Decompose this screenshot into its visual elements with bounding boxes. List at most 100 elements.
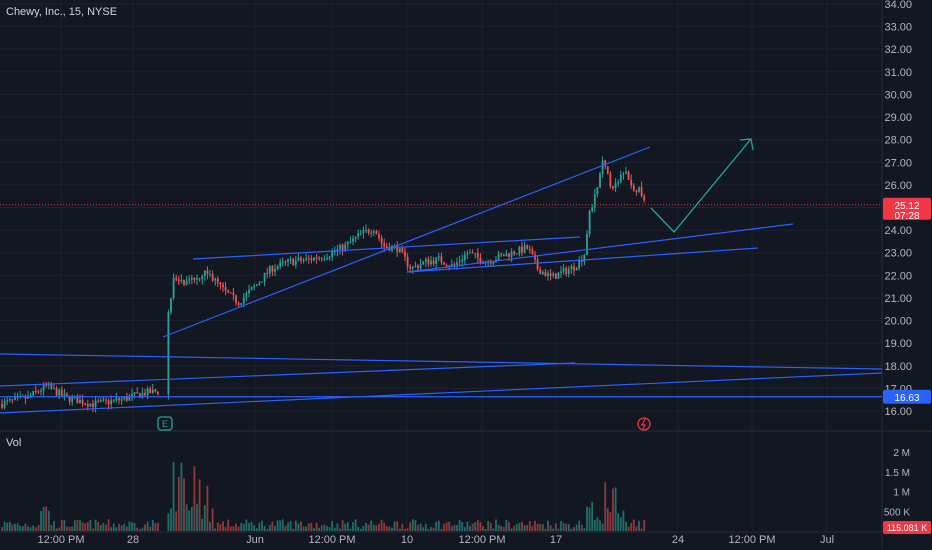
lightning-icon[interactable] bbox=[637, 417, 651, 431]
volume-bar bbox=[177, 477, 180, 531]
candle-body bbox=[149, 388, 152, 394]
candle-body bbox=[188, 279, 191, 281]
candle-body bbox=[180, 279, 183, 282]
candle-body bbox=[362, 230, 365, 234]
volume-bar bbox=[14, 523, 16, 531]
volume-bar bbox=[60, 519, 63, 531]
volume-bar bbox=[489, 522, 492, 531]
symbol-title[interactable]: Chewy, Inc., 15, NYSE bbox=[6, 6, 118, 18]
level-price-value: 16.63 bbox=[894, 393, 919, 404]
volume-bar bbox=[263, 525, 266, 531]
volume-bar bbox=[580, 524, 583, 531]
price-tick-label: 19.00 bbox=[884, 338, 912, 350]
volume-bar bbox=[344, 523, 347, 531]
volume-bar bbox=[450, 526, 453, 531]
volume-bar bbox=[638, 520, 640, 531]
volume-bar bbox=[445, 522, 448, 531]
candle-body bbox=[157, 391, 159, 394]
trend-line[interactable] bbox=[0, 362, 576, 387]
volume-bar bbox=[250, 521, 253, 531]
volume-bar bbox=[167, 513, 170, 531]
trend-line[interactable] bbox=[192, 236, 581, 260]
volume-bar bbox=[276, 520, 279, 531]
candle-body bbox=[528, 248, 531, 250]
candle-body bbox=[401, 248, 404, 252]
volume-bar bbox=[593, 519, 596, 531]
candle-body bbox=[570, 266, 573, 270]
time-tick-label: 12:00 PM bbox=[37, 534, 84, 546]
volume-bar bbox=[123, 523, 126, 531]
trendline-drawings[interactable] bbox=[0, 138, 883, 414]
volume-bar bbox=[619, 517, 622, 531]
candle-body bbox=[505, 253, 508, 257]
candle-body bbox=[326, 258, 328, 260]
candle-body bbox=[289, 259, 292, 261]
candle-body bbox=[302, 259, 305, 261]
candle-body bbox=[547, 273, 549, 277]
volume-bar bbox=[310, 522, 313, 531]
volume-bar bbox=[94, 519, 97, 531]
candle-body bbox=[185, 280, 188, 285]
volume-bar bbox=[328, 527, 331, 531]
candle-body bbox=[453, 264, 456, 266]
candle-body bbox=[97, 400, 100, 402]
volume-bar bbox=[112, 523, 115, 531]
candle-body bbox=[432, 260, 435, 264]
candle-body bbox=[203, 270, 206, 276]
price-candles bbox=[1, 156, 646, 413]
candle-body bbox=[144, 392, 146, 396]
trend-line[interactable] bbox=[406, 223, 794, 273]
candle-body bbox=[76, 396, 79, 404]
volume-bar bbox=[518, 522, 521, 531]
candle-body bbox=[586, 233, 588, 255]
candle-body bbox=[565, 268, 568, 274]
candle-body bbox=[430, 260, 432, 265]
volume-bar bbox=[370, 520, 373, 531]
candle-body bbox=[385, 246, 388, 248]
trend-line[interactable] bbox=[406, 247, 759, 273]
volume-bar bbox=[105, 524, 107, 531]
price-tick-label: 26.00 bbox=[884, 180, 912, 192]
candle-body bbox=[354, 236, 357, 239]
volume-bar bbox=[604, 482, 607, 531]
candle-body bbox=[599, 173, 601, 188]
volume-bar bbox=[424, 523, 427, 531]
candle-body bbox=[440, 256, 443, 263]
volume-label[interactable]: Vol bbox=[6, 437, 22, 449]
time-tick-label: 28 bbox=[127, 534, 139, 546]
trend-line[interactable] bbox=[0, 353, 883, 370]
volume-bar bbox=[42, 506, 45, 531]
candle-body bbox=[476, 253, 479, 258]
candle-body bbox=[268, 266, 271, 274]
event-markers[interactable]: E bbox=[157, 416, 651, 431]
trend-line[interactable] bbox=[0, 372, 883, 414]
candle-body bbox=[297, 257, 300, 261]
volume-bar bbox=[388, 526, 391, 531]
candle-body bbox=[110, 400, 113, 405]
candle-body bbox=[170, 297, 172, 313]
volume-bar bbox=[66, 526, 68, 531]
volume-bar bbox=[622, 510, 625, 531]
projection-arrow[interactable] bbox=[650, 138, 752, 233]
candle-body bbox=[515, 253, 518, 255]
candle-body bbox=[417, 265, 419, 269]
volume-bar bbox=[515, 523, 518, 531]
volume-bar bbox=[37, 524, 40, 531]
volume-tick-label: 500 K bbox=[884, 507, 910, 518]
volume-bar bbox=[385, 526, 388, 531]
candle-body bbox=[404, 251, 406, 257]
volume-bar bbox=[193, 466, 196, 531]
volume-bar bbox=[237, 526, 240, 531]
candle-body bbox=[305, 258, 308, 260]
volume-bar bbox=[391, 527, 393, 531]
earnings-marker-icon[interactable] bbox=[157, 416, 173, 431]
candle-body bbox=[544, 272, 547, 277]
candle-body bbox=[50, 383, 53, 389]
candle-body bbox=[8, 399, 11, 401]
volume-bar bbox=[541, 524, 544, 531]
candle-body bbox=[521, 246, 523, 253]
candle-body bbox=[125, 396, 128, 401]
trend-line[interactable] bbox=[162, 146, 651, 338]
